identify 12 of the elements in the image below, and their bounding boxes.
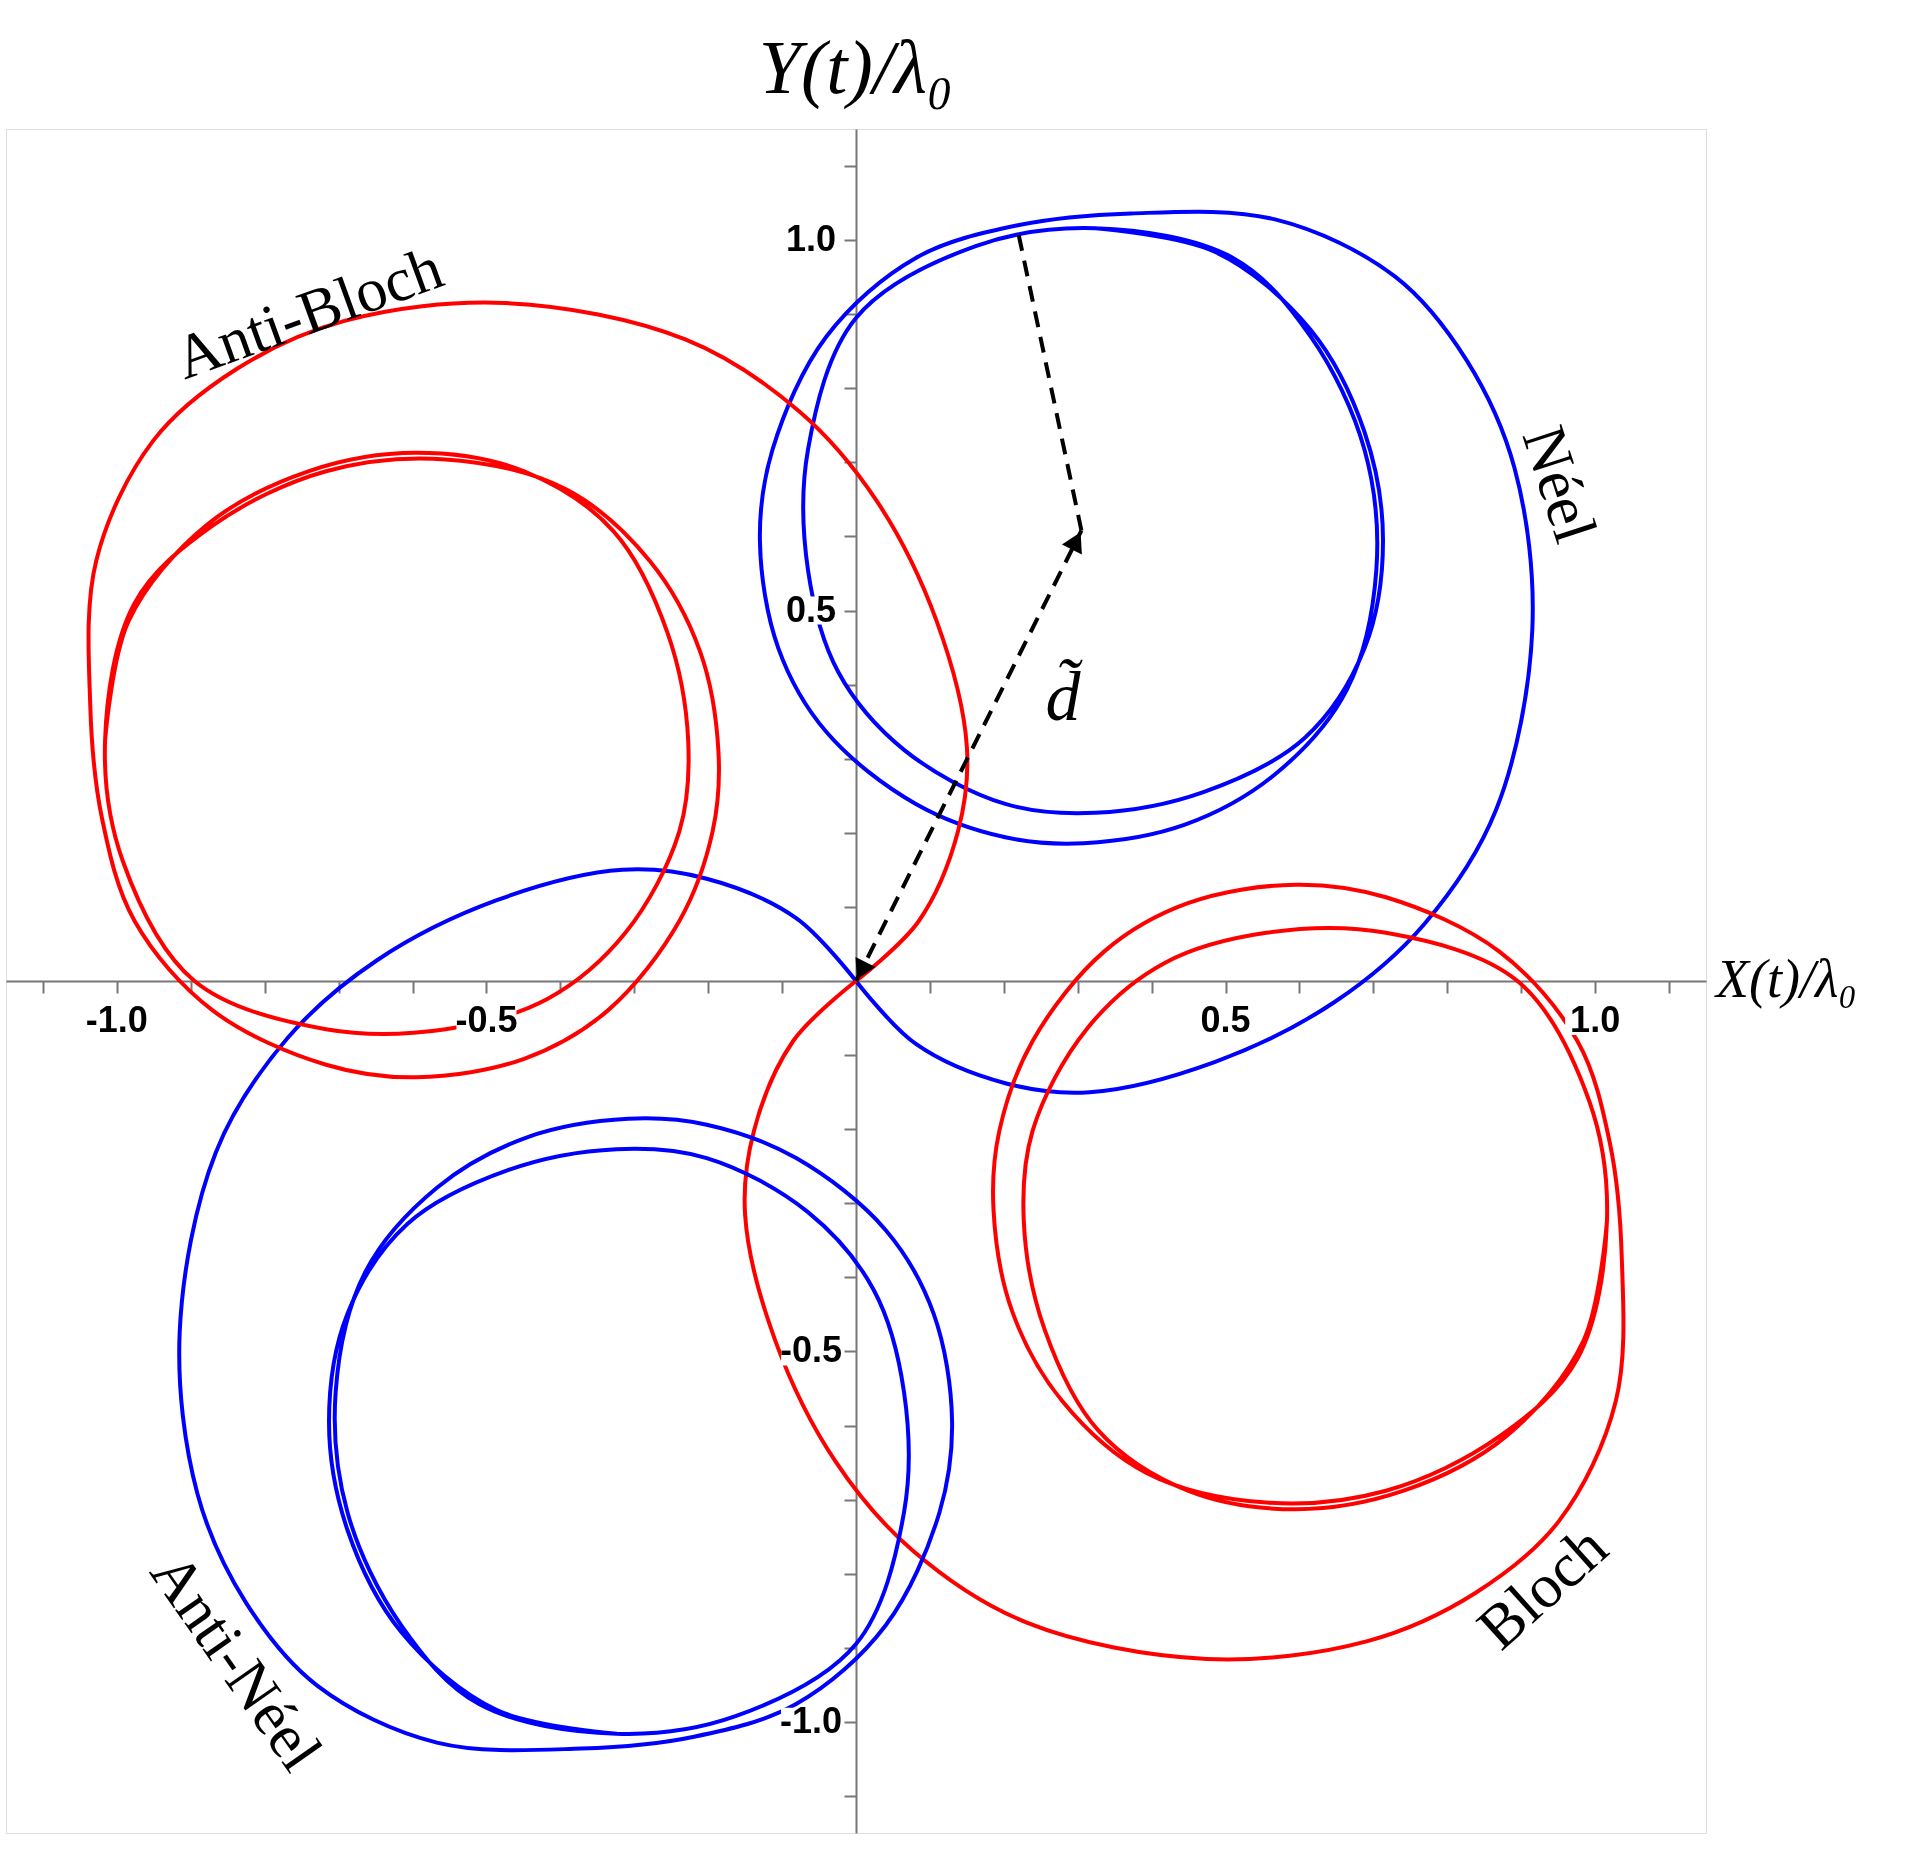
x-tick-label: 0.5 [1200,999,1251,1040]
x-tick-label: 1.0 [1570,999,1621,1040]
y-axis-title: Y(t)/λ₀ [758,25,954,110]
annotation: d̃ [1045,658,1083,736]
text: Néel [1509,417,1611,551]
y-tick-label: -0.5 [779,1329,843,1371]
x-tick-label: -0.5 [455,999,518,1040]
y-tick-label: -1.0 [779,1699,843,1741]
x-axis-title: X(t)/λ₀ [1714,949,1858,1009]
x-tick-label: -1.0 [85,999,148,1040]
y-tick-label: 1.0 [785,218,837,260]
y-tick-label: 0.5 [785,588,837,630]
